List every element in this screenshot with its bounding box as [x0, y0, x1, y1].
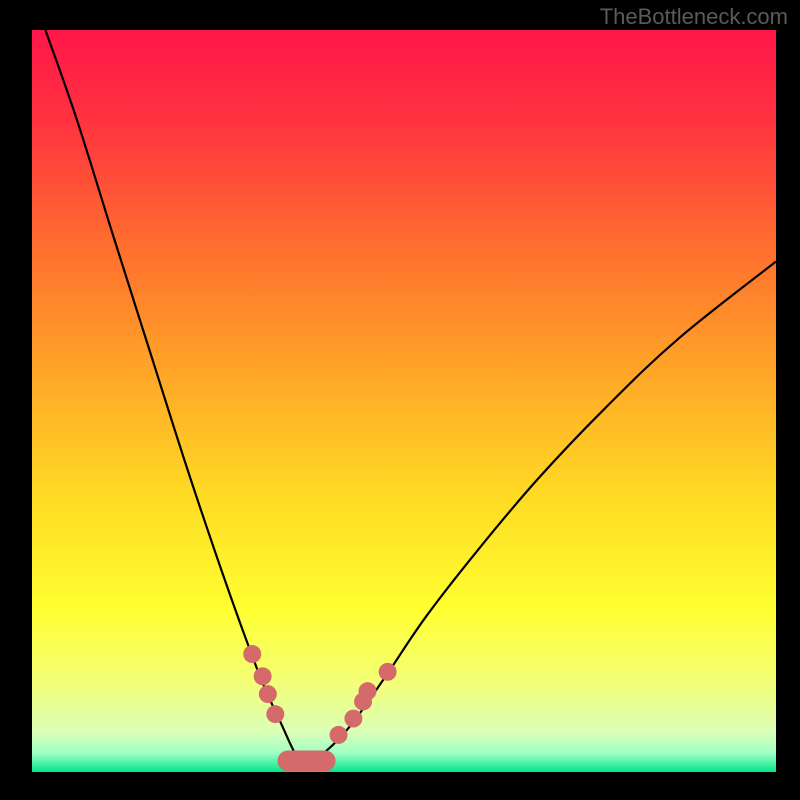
curve-left-branch	[45, 30, 303, 766]
data-marker	[259, 685, 277, 703]
data-marker	[379, 663, 397, 681]
data-marker	[266, 705, 284, 723]
marker-cluster-right	[330, 663, 397, 744]
plot-area	[32, 30, 776, 772]
data-marker	[330, 726, 348, 744]
data-marker	[254, 667, 272, 685]
data-marker	[243, 645, 261, 663]
watermark: TheBottleneck.com	[600, 4, 788, 30]
data-marker	[359, 682, 377, 700]
chart-svg	[32, 30, 776, 772]
marker-cluster-left	[243, 645, 284, 723]
data-marker	[344, 710, 362, 728]
marker-pill	[278, 750, 336, 771]
